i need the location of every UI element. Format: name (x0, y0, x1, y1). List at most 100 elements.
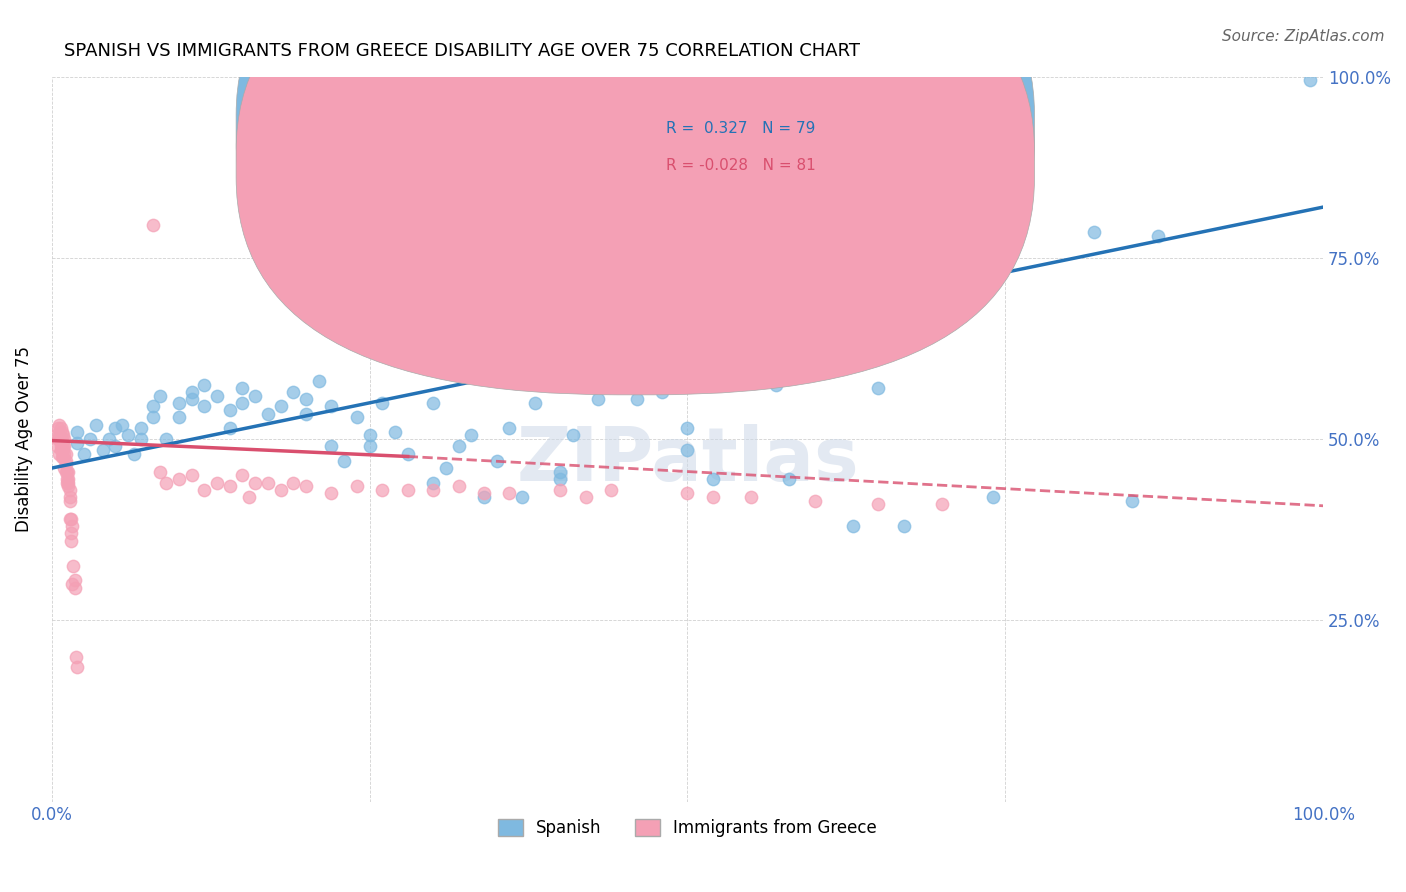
Point (55, 454, 77, 468)
Point (149, 388, 172, 402)
Point (981, 490, 1004, 504)
Point (1083, 226, 1105, 240)
Point (104, 439, 127, 453)
Point (702, 490, 724, 504)
Point (676, 442, 699, 457)
Point (702, 472, 724, 486)
Point (460, 428, 482, 442)
Point (600, 359, 623, 374)
Point (91, 442, 114, 457)
Point (66, 660, 89, 674)
Point (45, 439, 67, 453)
Point (893, 519, 915, 533)
Point (218, 403, 240, 417)
Point (48, 428, 70, 442)
Point (600, 483, 623, 497)
Point (167, 396, 190, 410)
Point (396, 447, 419, 461)
Y-axis label: Disability Age Over 75: Disability Age Over 75 (15, 346, 32, 533)
Point (498, 421, 520, 435)
Point (295, 479, 318, 493)
Point (53, 439, 76, 453)
Point (49, 432, 72, 446)
Point (359, 428, 381, 442)
Point (52, 439, 75, 453)
Point (447, 479, 470, 493)
Point (371, 396, 394, 410)
Point (434, 461, 457, 475)
Point (359, 439, 381, 453)
Point (600, 367, 623, 381)
Point (498, 486, 520, 500)
Point (550, 472, 572, 486)
Point (550, 465, 572, 479)
Text: R = -0.028   N = 81: R = -0.028 N = 81 (666, 158, 815, 173)
Point (193, 400, 215, 414)
Point (58, 490, 80, 504)
Point (765, 377, 787, 392)
Point (58, 493, 80, 508)
Point (790, 356, 813, 370)
Point (167, 410, 190, 425)
Point (283, 384, 305, 399)
Point (422, 475, 444, 490)
Point (46, 432, 69, 446)
Point (868, 381, 890, 395)
Point (205, 475, 228, 490)
Point (79, 432, 101, 446)
Point (180, 468, 202, 483)
Point (295, 407, 318, 421)
Point (321, 486, 343, 500)
FancyBboxPatch shape (236, 0, 1035, 359)
Point (58, 465, 80, 479)
Point (155, 475, 177, 490)
Point (422, 396, 444, 410)
Point (626, 392, 648, 407)
Point (55, 447, 77, 461)
Point (588, 392, 610, 407)
Point (46, 421, 69, 435)
Point (58, 475, 80, 490)
Point (56, 475, 79, 490)
Point (66, 425, 89, 439)
Point (676, 486, 699, 500)
Point (65, 649, 87, 664)
Point (52, 428, 75, 442)
Point (49, 442, 72, 457)
Point (550, 483, 572, 497)
Point (51, 425, 73, 439)
Point (129, 421, 152, 435)
Point (63, 574, 86, 588)
Point (48, 447, 70, 461)
Point (283, 475, 305, 490)
Point (59, 526, 82, 541)
Point (333, 454, 356, 468)
Point (931, 497, 953, 511)
Point (155, 432, 177, 446)
Point (52, 442, 75, 457)
Point (485, 454, 508, 468)
Point (575, 490, 598, 504)
Point (56, 472, 79, 486)
Text: ZIPatlas: ZIPatlas (516, 425, 859, 498)
Point (510, 490, 533, 504)
Point (142, 218, 165, 232)
Point (651, 384, 673, 399)
Point (149, 465, 172, 479)
Point (841, 519, 863, 533)
Point (994, 226, 1017, 240)
Point (205, 388, 228, 402)
Point (308, 374, 330, 388)
Point (51, 435, 73, 450)
Point (193, 377, 215, 392)
Point (142, 410, 165, 425)
Point (45, 428, 67, 442)
Point (218, 421, 240, 435)
Point (52, 450, 75, 465)
Point (55, 458, 77, 472)
Point (129, 432, 152, 446)
Point (270, 400, 292, 414)
Point (243, 388, 266, 402)
Point (257, 475, 280, 490)
Point (111, 417, 134, 432)
